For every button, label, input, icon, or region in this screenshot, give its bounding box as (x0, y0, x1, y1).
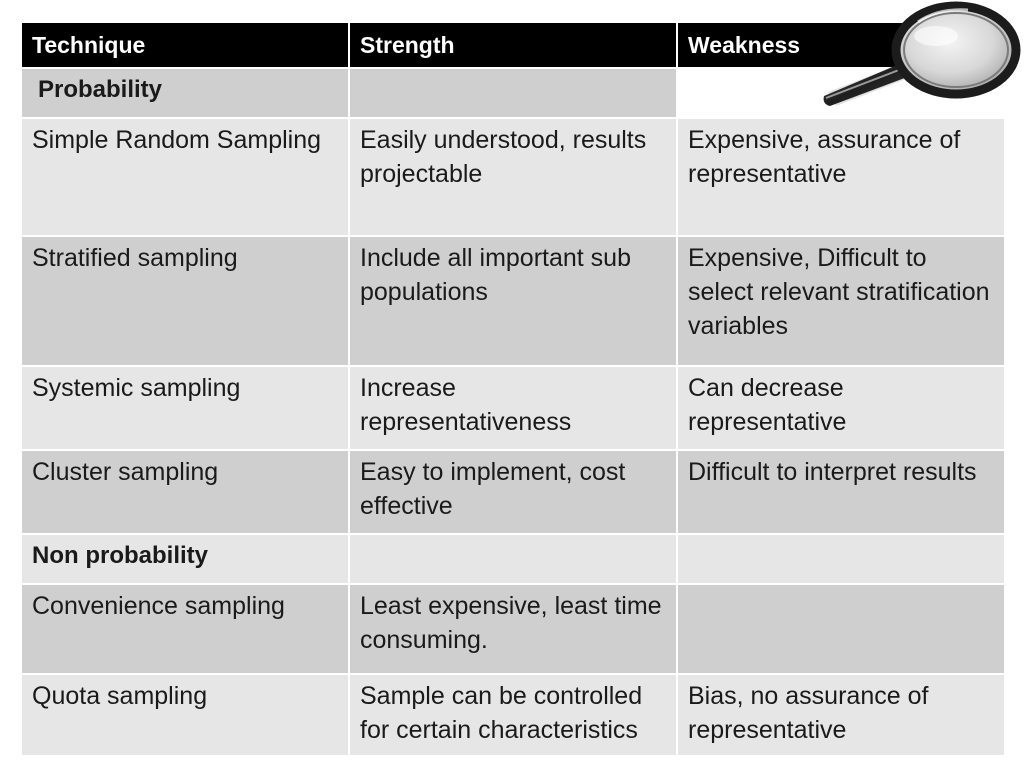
strength-cell: Increase representativeness (350, 367, 676, 449)
table-row: Non probability (22, 535, 1004, 583)
table-row: Systemic sampling Increase representativ… (22, 367, 1004, 449)
weakness-cell (678, 585, 1004, 673)
technique-cell: Quota sampling (22, 675, 348, 755)
section-label-non-probability: Non probability (22, 535, 348, 583)
table-header-row: Technique Strength Weakness (22, 23, 1004, 67)
technique-cell: Convenience sampling (22, 585, 348, 673)
weakness-cell: Can decrease representative (678, 367, 1004, 449)
table-row: Stratified sampling Include all importan… (22, 237, 1004, 365)
strength-cell: Sample can be controlled for certain cha… (350, 675, 676, 755)
header-technique: Technique (22, 23, 348, 67)
table-row: Quota sampling Sample can be controlled … (22, 675, 1004, 755)
header-strength: Strength (350, 23, 676, 67)
weakness-cell (678, 535, 1004, 583)
sampling-techniques-table: Technique Strength Weakness Probability … (20, 21, 1006, 757)
strength-cell (350, 69, 676, 117)
weakness-cell: Expensive, assurance of representative (678, 119, 1004, 235)
weakness-cell: Bias, no assurance of representative (678, 675, 1004, 755)
technique-cell: Stratified sampling (22, 237, 348, 365)
magnifying-glass-icon (818, 0, 1024, 118)
technique-cell: Cluster sampling (22, 451, 348, 533)
technique-cell: Systemic sampling (22, 367, 348, 449)
weakness-cell: Difficult to interpret results (678, 451, 1004, 533)
technique-cell: Simple Random Sampling (22, 119, 348, 235)
weakness-cell: Expensive, Difficult to select relevant … (678, 237, 1004, 365)
strength-cell: Easily understood, results projectable (350, 119, 676, 235)
strength-cell: Easy to implement, cost effective (350, 451, 676, 533)
section-label-probability: Probability (22, 69, 348, 117)
strength-cell: Include all important sub populations (350, 237, 676, 365)
table-row: Simple Random Sampling Easily understood… (22, 119, 1004, 235)
strength-cell: Least expensive, least time consuming. (350, 585, 676, 673)
table-row: Cluster sampling Easy to implement, cost… (22, 451, 1004, 533)
table-row: Convenience sampling Least expensive, le… (22, 585, 1004, 673)
strength-cell (350, 535, 676, 583)
